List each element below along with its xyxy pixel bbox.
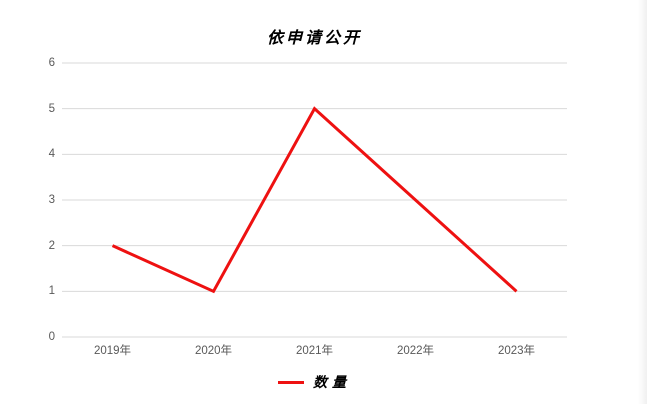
y-tick-label: 1: [48, 285, 55, 298]
legend-label: 数量: [313, 375, 351, 391]
chart-title: 依申请公开: [266, 28, 362, 47]
y-tick-label: 6: [48, 57, 55, 69]
y-tick-label: 3: [48, 194, 55, 206]
x-tick-label: 2020年: [194, 345, 233, 357]
legend: 数量: [62, 371, 567, 393]
legend-line-swatch: [278, 380, 304, 384]
series-line: [111, 106, 518, 294]
x-tick-label: 2021年: [295, 345, 334, 357]
y-tick-label: 0: [48, 331, 55, 343]
y-tick-label: 4: [48, 148, 55, 161]
x-tick-label: 2023年: [497, 345, 536, 357]
y-tick-label: 2: [48, 239, 55, 252]
x-tick-label: 2022年: [396, 345, 435, 357]
y-tick-label: 5: [48, 102, 55, 115]
x-tick-label: 2019年: [93, 345, 132, 357]
